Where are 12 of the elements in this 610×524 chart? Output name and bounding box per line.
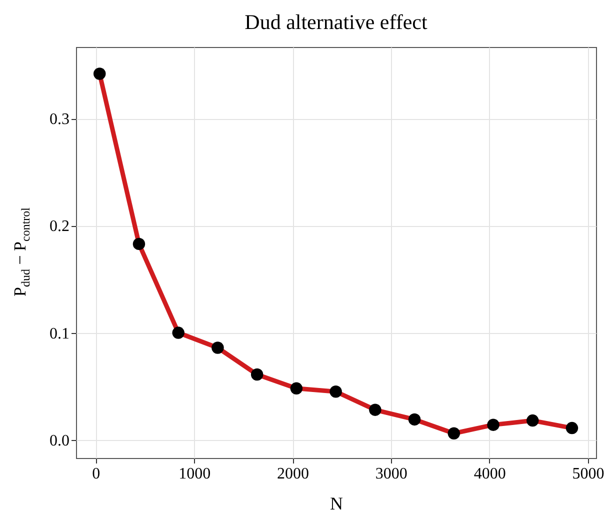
- x-tick-label: 3000: [375, 466, 408, 482]
- y-tick-label: 0.2: [50, 218, 70, 236]
- y-tick-label: 0.0: [50, 432, 70, 450]
- y-tick-label: 0.1: [50, 325, 70, 342]
- chart-title: Dud alternative effect: [244, 10, 428, 34]
- x-tick-label: 2000: [277, 466, 310, 482]
- y-tick-label: 0.3: [50, 111, 70, 128]
- x-tick-label: 4000: [474, 466, 506, 482]
- x-tick-label: 1000: [178, 466, 211, 482]
- x-tick-label: 5000: [572, 466, 604, 482]
- x-axis-title: N: [330, 494, 343, 514]
- x-tick-label: 0: [92, 466, 100, 482]
